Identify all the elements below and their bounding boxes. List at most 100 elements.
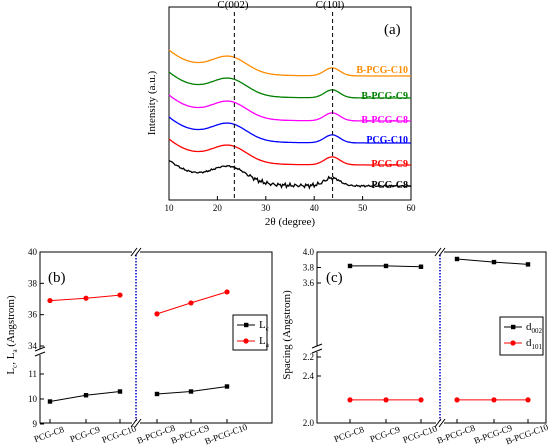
xrd-pattern-b-pcg-c10 [168, 49, 411, 77]
panel-c-y-axis-label: Spacing (Angstrom) [281, 290, 293, 380]
y-tick-label: 2.0 [303, 418, 315, 428]
y-tick-label: 4.0 [303, 247, 315, 257]
y-tick-label: 2.2 [303, 352, 314, 362]
divider-break-mark [434, 418, 442, 428]
panel-c-frame [316, 251, 547, 424]
divider-break-mark [130, 418, 138, 428]
y-tick-label: 34 [28, 341, 38, 351]
annotation-c002: C(002) [217, 0, 249, 11]
axis-break-mark [34, 351, 46, 357]
y-tick-label: 2.4 [303, 371, 315, 381]
data-point-d101 [383, 397, 389, 403]
data-point-la [117, 292, 123, 298]
divider-break-mark [438, 247, 446, 257]
spacing-panel: (c) Spacing (Angstrom) 2.4 3.6 3.8 4.0 2.0 2.… [281, 247, 550, 446]
data-point-lc [154, 391, 160, 397]
data-point-d002 [454, 256, 460, 262]
xrd-plot-frame [168, 6, 412, 201]
legend-marker [244, 322, 249, 328]
y-tick-label: 38 [28, 278, 38, 288]
xrd-x-tick-label: 10 [165, 203, 175, 213]
xrd-pattern-pcg-c8 [168, 159, 412, 190]
data-point-d101 [491, 397, 497, 403]
legend-marker [510, 340, 516, 346]
annotation-c10l: C(10l) [316, 0, 345, 11]
x-tick-label: B-PCG-C10 [504, 422, 550, 447]
data-point-la [154, 311, 160, 317]
data-point-d101 [454, 397, 460, 403]
xrd-x-tick-label: 50 [358, 203, 368, 213]
xrd-x-tick-label: 40 [310, 203, 320, 213]
y-tick-label: 10 [28, 394, 38, 404]
panel-label-b: (b) [48, 270, 66, 286]
x-tick-label: PCG-C8 [333, 424, 366, 444]
x-tick-label: PCG-C8 [33, 424, 66, 444]
series-label-b-pcg-c9: B-PCG-C9 [361, 91, 408, 102]
data-point-lc [224, 384, 230, 389]
xrd-x-tick-label: 30 [261, 203, 271, 213]
data-point-la [83, 295, 89, 301]
data-point-la [188, 300, 194, 306]
axis-break-gap [313, 346, 321, 352]
xrd-y-axis-label: Intensity (a.u.) [146, 70, 158, 135]
divider-break-gap [132, 421, 140, 425]
legend-marker [243, 338, 249, 344]
y-tick-label: 40 [28, 247, 38, 257]
divider-break-mark [130, 247, 138, 257]
data-point-d101 [347, 397, 353, 403]
divider-break-mark [438, 418, 446, 428]
data-point-la [47, 297, 53, 304]
x-tick-label: B-PCG-C8 [435, 422, 476, 445]
divider-break-gap [132, 250, 140, 254]
y-tick-label: 3.8 [303, 263, 315, 273]
panel-b-y-axis-label: Lc, La (Angstrom) [5, 295, 19, 375]
x-tick-label: PCG-C10 [402, 423, 439, 445]
divider-break-gap [436, 250, 444, 254]
legend-label-la: La [259, 335, 270, 349]
divider-break-mark [434, 247, 442, 257]
data-point-d101 [418, 397, 424, 403]
series-label-b-pcg-c8: B-PCG-C8 [361, 115, 408, 126]
y-tick-label: 9 [33, 419, 38, 429]
xrd-pattern-pcg-c9 [168, 138, 411, 166]
data-point-lc [188, 389, 194, 394]
xrd-x-tick-label: 20 [213, 203, 223, 213]
data-point-lc [47, 399, 53, 404]
legend-marker [511, 324, 516, 330]
panel-label-a: (a) [384, 22, 401, 38]
legend-box [499, 316, 544, 356]
axis-break-mark [311, 348, 323, 354]
xrd-panel: (a) Intensity (a.u.) 2θ (degree) C(002) … [146, 0, 416, 228]
data-point-d002 [418, 264, 424, 269]
axis-break-mark [34, 346, 46, 352]
legend-box [232, 314, 268, 351]
series-label-pcg-c10: PCG-C10 [366, 135, 408, 146]
crystallite-size-panel: (b) Lc, La (Angstrom) 34 36 38 40 9 10 11 PCG-C… [5, 247, 273, 447]
data-point-d101 [525, 397, 531, 403]
x-tick-label: PCG-C9 [369, 424, 402, 444]
series-label-pcg-c8: PCG-C8 [371, 180, 408, 191]
y-tick-label: 36 [28, 310, 38, 320]
xrd-x-axis-label: 2θ (degree) [265, 216, 315, 228]
legend-label-lc: Lc [259, 319, 269, 333]
y-tick-label: 3.6 [303, 278, 315, 288]
y-tick-label: 11 [28, 369, 37, 379]
data-point-d002 [491, 259, 497, 265]
data-point-lc [83, 393, 89, 398]
divider-break-mark [134, 247, 142, 257]
x-tick-label: B-PCG-C10 [203, 422, 249, 447]
divider-break-mark [134, 418, 142, 428]
data-point-d002 [347, 263, 353, 269]
xrd-x-tick-label: 60 [407, 203, 417, 213]
data-point-lc [117, 389, 123, 394]
xrd-pattern-b-pcg-c8 [168, 94, 411, 122]
x-tick-label: PCG-C9 [69, 424, 102, 444]
xrd-pattern-pcg-c10 [168, 116, 411, 144]
divider-break-gap [436, 421, 444, 425]
axis-break-gap [36, 349, 44, 355]
data-point-d002 [525, 262, 531, 267]
panel-b-frame [39, 251, 273, 424]
x-tick-label: PCG-C10 [101, 423, 138, 445]
data-point-la [224, 289, 230, 295]
